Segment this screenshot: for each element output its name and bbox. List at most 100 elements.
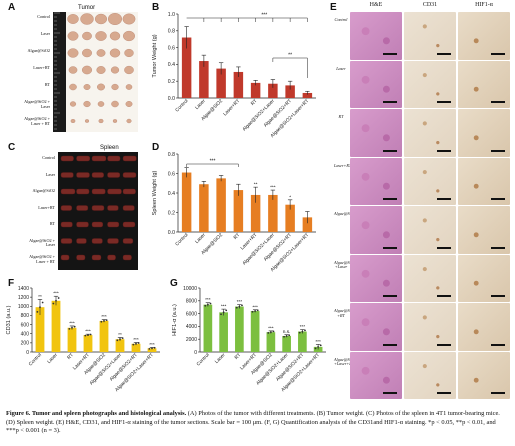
spleen-photo [91,188,106,195]
caption-body: (A) Photos of the tumor with different t… [6,410,500,435]
y-tick-label: 6000 [186,311,197,317]
spleen-photo [76,188,90,195]
data-point [204,304,207,307]
data-point [71,326,73,329]
histology-image [350,157,402,205]
scale-bar [383,101,397,103]
scale-bar [491,198,505,200]
spleen-photo-title: Spleen [100,145,119,151]
spleen-photo [91,155,107,162]
data-point [73,325,76,328]
y-tick-label: 0.6 [168,45,175,51]
y-tick-label: 800 [21,313,30,319]
tumor-row-label: Laser [40,31,50,36]
category-label: Laser [46,352,59,365]
spleen-row-label: Algae@SiO2 [32,188,55,193]
tumor-photo [125,101,133,107]
y-tick-label: 0.4 [168,191,175,197]
panel-letter-b: B [152,2,160,13]
spleen-photo [76,254,86,261]
scale-bar [437,392,451,394]
y-tick-label: 1000 [18,304,29,310]
tumor-row-label: RT [44,82,50,87]
histology-image [350,206,402,254]
category-label: RT [66,352,75,361]
panel-letter-e: E [330,2,337,13]
tumor-row-label: Algae@SiO2 + Laser [24,99,50,109]
spleen-weight-chart: 0.0 0.2 0.4 0.6 0.8 Spleen Weight (g) Control L… [152,152,316,273]
data-point [238,305,241,308]
bar [199,184,209,232]
tumor-photo [122,13,136,25]
category-label: RT [250,98,259,107]
data-point [314,347,317,350]
tumor-photo [124,48,134,58]
tumor-photo [110,66,120,74]
bar [250,82,261,98]
data-point [121,337,124,340]
spleen-photo [107,155,121,162]
histology-image [458,12,510,60]
y-axis-label: Tumor Weight (g) [152,34,158,77]
category-label: Laser [194,98,207,111]
tumor-row-label: Laser+RT [33,65,50,70]
significance-label: *** [210,159,216,165]
y-tick-label: 2000 [186,337,197,343]
significance-label: ** [288,53,292,59]
significance-label: n.s. [283,330,291,335]
y-tick-label: 0.0 [168,230,175,236]
bar [83,335,93,352]
histology-image [404,206,456,254]
histology-image [404,157,456,205]
spleen-photo [91,238,103,244]
data-point [87,334,89,336]
histology-image [458,351,510,399]
spleen-photo [60,254,70,261]
y-tick-label: 8000 [186,299,197,305]
spleen-row-label: RT [49,221,55,226]
y-tick-label: 4000 [186,324,197,330]
y-tick-label: 0.6 [168,171,175,177]
histology-column-header: H&E [369,2,383,8]
y-tick-label: 10000 [183,286,197,292]
y-tick-label: 0.2 [168,79,175,85]
bar [233,190,244,232]
data-point [319,344,322,347]
data-point [222,311,225,314]
tumor-photo [97,101,105,107]
bar [67,327,77,352]
bar [298,331,307,352]
spleen-photo [107,221,120,228]
data-point [254,310,257,312]
panel-a-tumor-photos: A Tumor Control Laser Algae@SiO2 Laser+RT RT… [0,0,140,140]
scale-bar [491,52,505,55]
tumor-row-label: Algae@SiO2 [27,48,50,53]
spleen-photo [122,188,136,195]
y-tick-label: 200 [21,341,30,347]
category-label: Algae@SiO2+Laser [241,98,276,133]
data-point [256,309,259,312]
data-point [209,302,212,305]
histology-image [458,60,510,108]
significance-label: *** [85,329,91,335]
y-tick-label: 0.8 [168,152,175,158]
data-point [100,320,103,323]
histology-image [458,157,510,205]
bar [99,320,109,352]
data-point [116,339,119,342]
spleen-photo [91,221,104,228]
spleen-photo [122,254,132,261]
scale-bar [437,149,451,152]
category-label: Laser [194,232,207,245]
figure-caption: Figure 6. Tumor and spleen photographs a… [6,410,510,436]
bar [219,312,228,352]
tumor-photo [96,49,106,57]
scale-bar [491,295,505,297]
scale-bar [383,343,397,346]
data-point [251,310,254,313]
scale-bar [437,246,451,249]
bar [285,85,295,98]
panel-c-spleen-photos: C Spleen Control Laser Algae@SiO2 Laser+RT R… [0,140,140,272]
significance-label: * [289,194,291,200]
tumor-photo [112,119,118,123]
